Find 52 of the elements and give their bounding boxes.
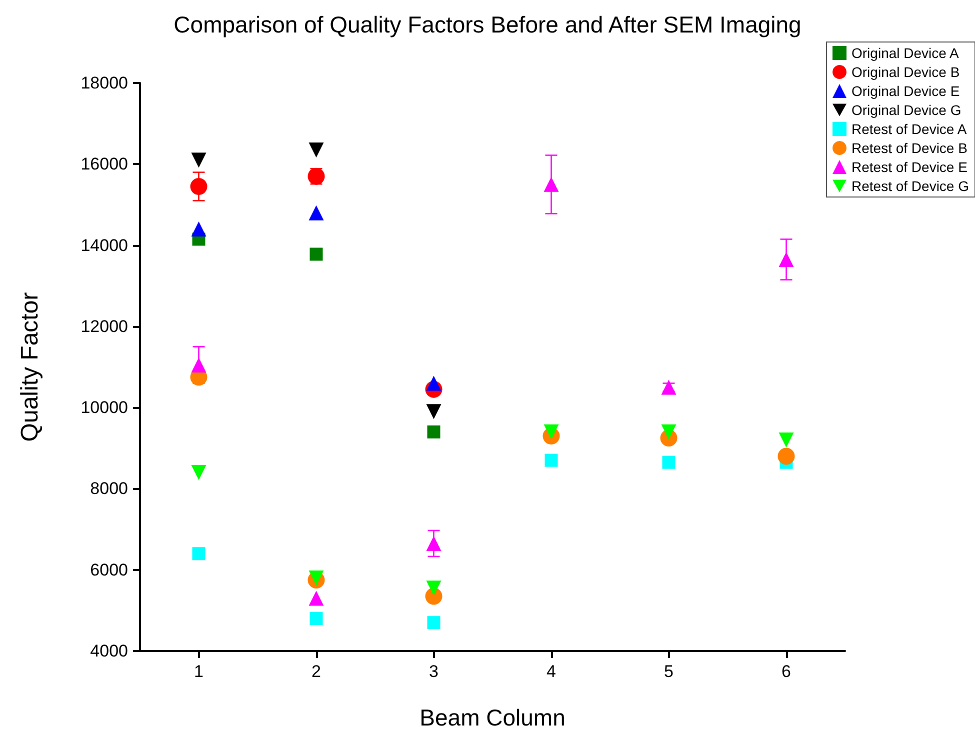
point xyxy=(426,376,442,391)
x-tick-label: 6 xyxy=(782,662,791,681)
y-tick-label: 12000 xyxy=(80,316,128,336)
legend-label: Original Device A xyxy=(852,45,960,61)
point xyxy=(426,404,442,420)
point xyxy=(426,536,442,551)
point xyxy=(190,178,208,195)
point xyxy=(662,456,676,469)
y-tick-label: 10000 xyxy=(80,398,128,418)
point xyxy=(661,424,676,440)
x-tick-label: 2 xyxy=(312,662,321,681)
legend-label: Original Device B xyxy=(852,64,960,80)
x-tick-label: 3 xyxy=(429,662,438,681)
point xyxy=(308,570,324,586)
y-tick-label: 8000 xyxy=(90,479,128,498)
point xyxy=(308,205,324,220)
y-tick-label: 16000 xyxy=(80,154,128,174)
point xyxy=(192,547,206,560)
point xyxy=(544,454,558,467)
y-tick-label: 6000 xyxy=(90,560,128,580)
point xyxy=(308,142,324,158)
x-axis-title: Beam Column xyxy=(420,704,566,730)
legend-label: Original Device E xyxy=(852,83,960,99)
x-tick-label: 5 xyxy=(664,662,674,681)
y-tick-label: 4000 xyxy=(90,642,128,660)
point xyxy=(778,252,794,267)
point xyxy=(778,432,794,448)
legend-label: Retest of Device G xyxy=(852,178,970,194)
point xyxy=(427,425,440,438)
point xyxy=(191,222,206,237)
point xyxy=(191,152,206,168)
point xyxy=(191,464,206,480)
y-tick-label: 18000 xyxy=(80,74,128,92)
chart-title: Comparison of Quality Factors Before and After SEM Imaging xyxy=(174,12,802,38)
x-tick-label: 1 xyxy=(194,662,204,681)
point xyxy=(544,424,559,440)
point xyxy=(310,248,323,261)
legend-label: Retest of Device B xyxy=(852,140,968,156)
point xyxy=(308,590,324,606)
point xyxy=(778,448,795,465)
y-axis-title: Quality Factor xyxy=(16,292,44,442)
point xyxy=(427,616,440,630)
legend-label: Retest of Device E xyxy=(852,159,968,175)
point xyxy=(544,176,559,192)
point xyxy=(426,580,442,596)
legend-label: Original Device G xyxy=(852,102,962,118)
y-tick-label: 14000 xyxy=(80,236,128,255)
x-tick-label: 4 xyxy=(546,662,556,681)
point xyxy=(191,357,206,372)
point xyxy=(661,380,676,395)
legend-label: Retest of Device A xyxy=(852,121,968,137)
point xyxy=(310,612,323,626)
